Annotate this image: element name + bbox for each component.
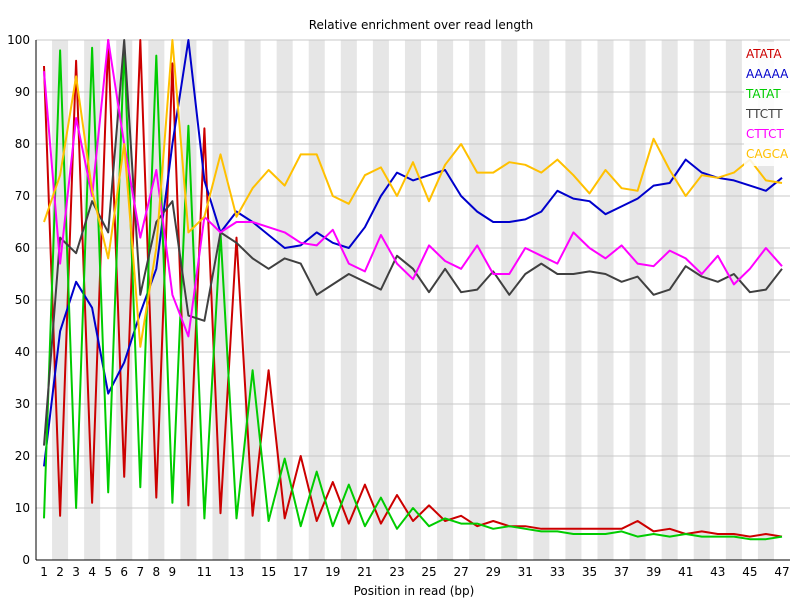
x-tick-label: 25 <box>421 565 436 579</box>
x-tick-label: 8 <box>152 565 160 579</box>
x-tick-label: 1 <box>40 565 48 579</box>
x-tick-label: 35 <box>582 565 597 579</box>
series-line-cttct <box>43 39 783 338</box>
legend-entry-tatat: TATAT <box>745 87 781 101</box>
x-axis-label: Position in read (bp) <box>354 584 475 598</box>
legend: ATATA AAAAA TATAT TTCTT CTTCT CAGCA <box>744 42 790 166</box>
x-tick-label: 4 <box>88 565 96 579</box>
x-tick-label: 21 <box>357 565 372 579</box>
x-tick-label: 6 <box>120 565 128 579</box>
x-tick-label: 19 <box>325 565 340 579</box>
x-tick-label: 29 <box>486 565 501 579</box>
y-tick-labels: 0 10 20 30 40 50 60 70 80 90 100 <box>7 33 30 567</box>
x-tick-label: 39 <box>646 565 661 579</box>
x-tick-label: 17 <box>293 565 308 579</box>
x-tick-label: 3 <box>72 565 80 579</box>
series-line-aaaaa <box>43 39 783 467</box>
x-tick-label: 31 <box>518 565 533 579</box>
legend-entry-cttct: CTTCT <box>746 127 785 141</box>
x-tick-label: 37 <box>614 565 629 579</box>
y-tick-label: 50 <box>15 293 30 307</box>
y-tick-label: 0 <box>22 553 30 567</box>
legend-box <box>744 42 790 166</box>
x-tick-label: 43 <box>710 565 725 579</box>
x-tick-label: 2 <box>56 565 64 579</box>
series-line-tatat <box>43 44 783 541</box>
y-tick-label: 70 <box>15 189 30 203</box>
x-tick-label: 11 <box>197 565 212 579</box>
y-tick-label: 60 <box>15 241 30 255</box>
x-tick-label: 7 <box>136 565 144 579</box>
x-tick-label: 23 <box>389 565 404 579</box>
legend-entry-cagca: CAGCA <box>746 147 789 161</box>
x-tick-label: 47 <box>774 565 789 579</box>
y-tick-label: 30 <box>15 397 30 411</box>
y-tick-label: 100 <box>7 33 30 47</box>
x-tick-label: 13 <box>229 565 244 579</box>
chart-title: Relative enrichment over read length <box>309 18 534 32</box>
axes <box>35 40 790 561</box>
x-tick-labels: 1 2 3 4 5 6 7 8 9 11 13 15 17 19 21 23 25 27 29 31 33 35 37 39 4… <box>40 565 789 579</box>
x-tick-label: 9 <box>169 565 177 579</box>
x-tick-label: 27 <box>453 565 468 579</box>
x-tick-label: 45 <box>742 565 757 579</box>
series-lines <box>43 39 783 541</box>
x-tick-label: 33 <box>550 565 565 579</box>
y-tick-label: 40 <box>15 345 30 359</box>
series-line-cagca <box>43 39 783 348</box>
legend-entry-atata: ATATA <box>746 47 782 61</box>
series-line-ttctt <box>43 39 783 446</box>
legend-entry-aaaaa: AAAAA <box>746 67 789 81</box>
y-tick-label: 90 <box>15 85 30 99</box>
y-tick-label: 10 <box>15 501 30 515</box>
y-tick-label: 80 <box>15 137 30 151</box>
x-tick-label: 41 <box>678 565 693 579</box>
x-tick-label: 5 <box>104 565 112 579</box>
x-tick-label: 15 <box>261 565 276 579</box>
legend-entry-ttctt: TTCTT <box>745 107 783 121</box>
y-tick-label: 20 <box>15 449 30 463</box>
